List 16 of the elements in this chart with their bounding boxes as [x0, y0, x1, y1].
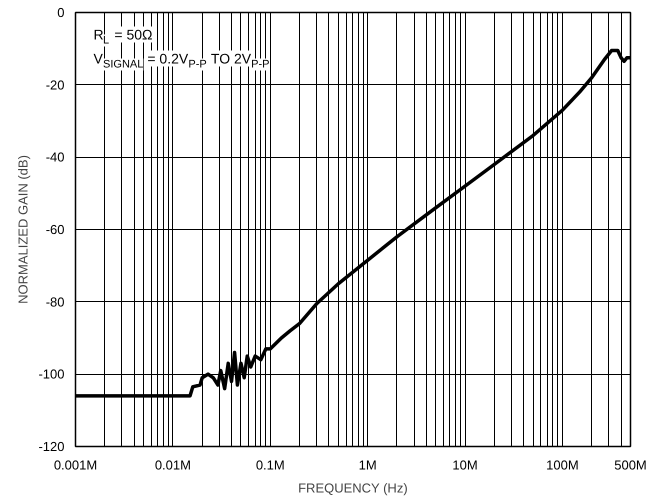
y-axis-title: NORMALIZED GAIN (dB)	[15, 155, 30, 304]
x-tick-label: 10M	[452, 458, 478, 472]
x-tick-label: 100M	[546, 458, 579, 472]
x-tick-label: 0.01M	[154, 458, 191, 472]
x-tick-label: 0.001M	[54, 458, 98, 472]
x-tick-label: 1M	[358, 458, 377, 472]
x-tick-label: 0.1M	[256, 458, 285, 472]
y-tick-label: -20	[46, 77, 65, 92]
y-tick-label: -100	[38, 366, 65, 382]
y-tick-label: -60	[46, 222, 65, 237]
x-axis-title: FREQUENCY (Hz)	[298, 480, 408, 496]
y-tick-label: -80	[46, 294, 65, 310]
y-tick-label: -40	[46, 150, 65, 165]
y-tick-label: 0	[57, 5, 65, 20]
y-tick-label: -120	[38, 439, 65, 454]
x-tick-label: 500M	[614, 458, 647, 472]
